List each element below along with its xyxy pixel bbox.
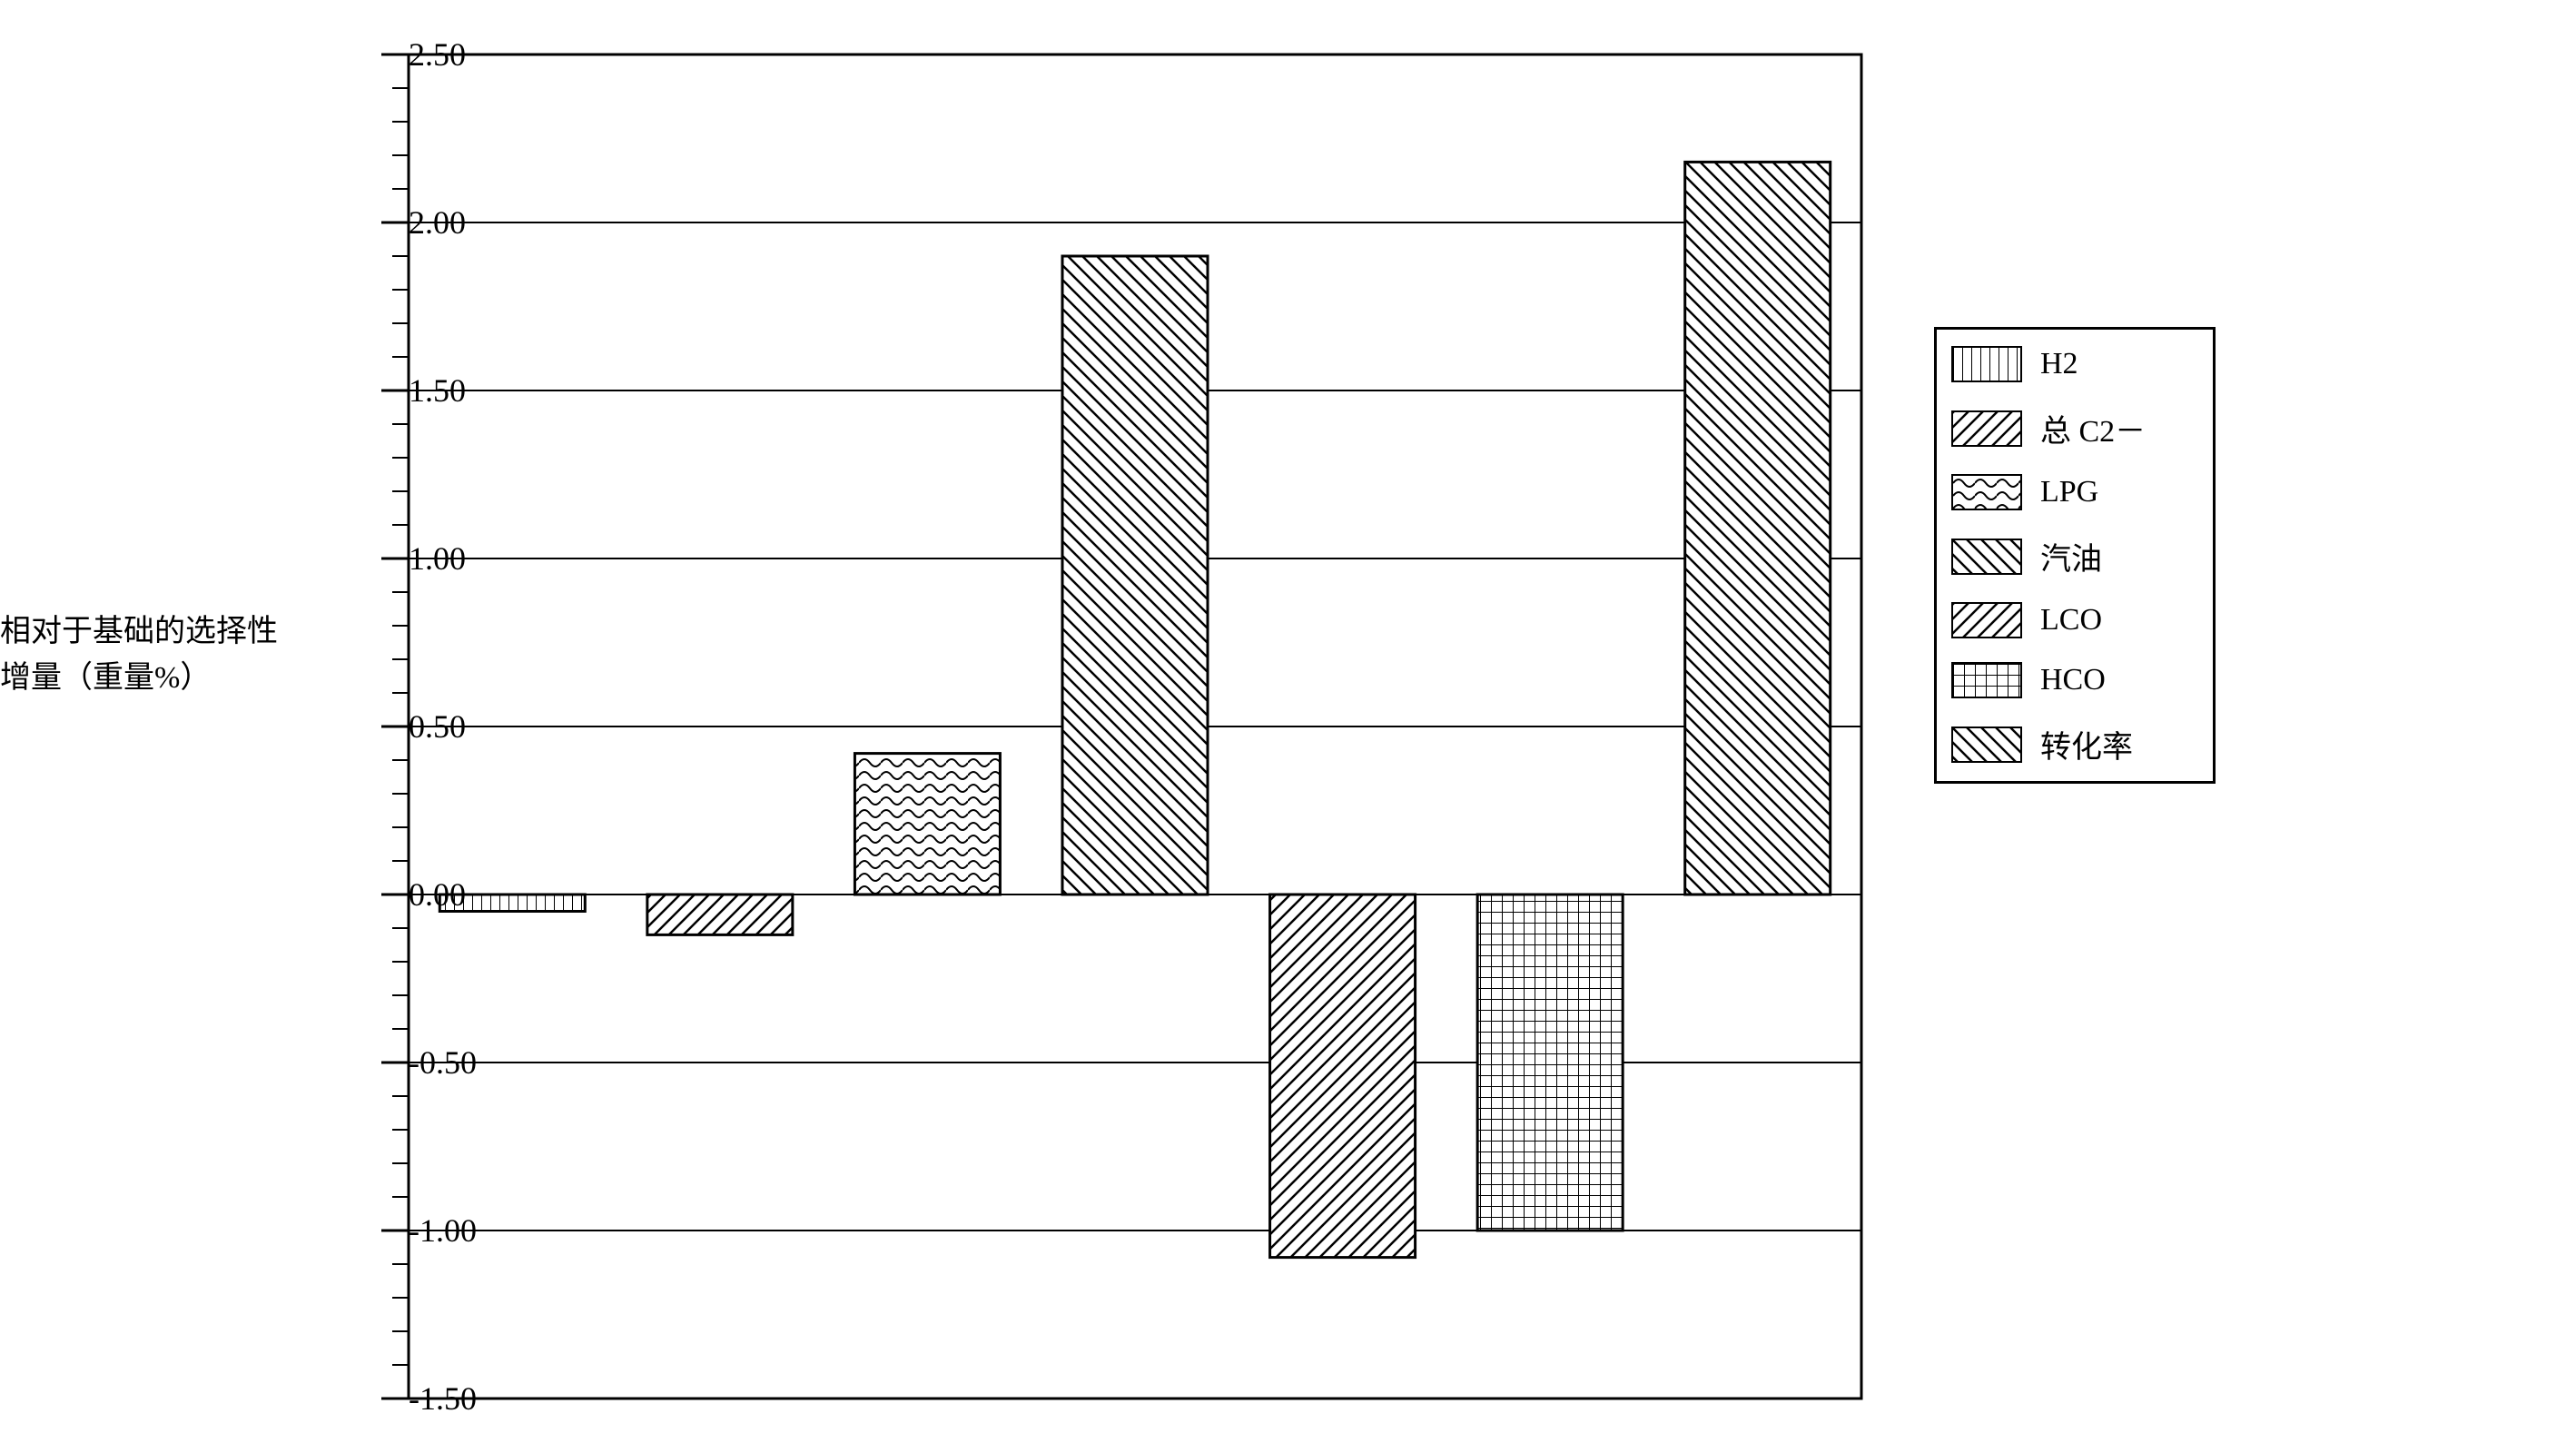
legend-label-lpg: LPG [2040,475,2098,509]
chart-svg [336,18,1880,1435]
bar [854,754,1000,895]
legend-swatch-gasoline [1951,539,2022,575]
bar [1062,256,1208,895]
y-axis-label-line1: 相对于基础的选择性 [0,615,278,648]
bar [1685,162,1831,895]
legend-item-gasoline: 汽油 [1951,534,2198,578]
legend-swatch-conversion [1951,726,2022,763]
y-axis-label: 相对于基础的选择性 增量（重量%） [0,608,318,701]
legend-label-lco: LCO [2040,603,2102,638]
chart: -1.50-1.00-0.500.000.501.001.502.002.50 [336,18,1880,1435]
bar [647,895,793,934]
legend-label-c2: 总 C2－ [2040,406,2146,450]
legend-label-h2: H2 [2040,347,2078,381]
legend-item-lpg: LPG [1951,474,2198,510]
legend: H2 总 C2－ LPG 汽油 LCO [1934,327,2216,784]
bar [1477,895,1623,1231]
legend-item-conversion: 转化率 [1951,722,2198,766]
bar [439,895,585,912]
legend-swatch-h2 [1951,346,2022,382]
page: 相对于基础的选择性 增量（重量%） [0,0,2576,1453]
legend-label-conversion: 转化率 [2040,722,2133,766]
legend-label-hco: HCO [2040,663,2106,697]
legend-label-gasoline: 汽油 [2040,534,2102,578]
legend-item-c2: 总 C2－ [1951,406,2198,450]
legend-swatch-c2 [1951,410,2022,447]
legend-swatch-hco [1951,662,2022,698]
legend-item-lco: LCO [1951,602,2198,638]
legend-item-hco: HCO [1951,662,2198,698]
y-axis-label-line2: 增量（重量%） [0,661,211,695]
legend-swatch-lco [1951,602,2022,638]
legend-swatch-lpg [1951,474,2022,510]
legend-item-h2: H2 [1951,346,2198,382]
bar [1270,895,1416,1258]
